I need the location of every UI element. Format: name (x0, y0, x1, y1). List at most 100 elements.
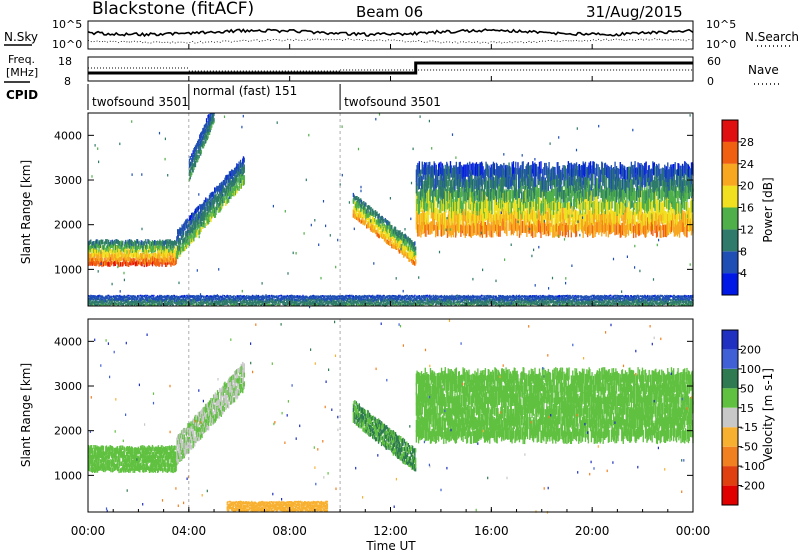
power-echo-cell (369, 211, 371, 216)
power-echo-cell (497, 217, 499, 230)
power-echo-cell (489, 224, 491, 237)
power-echo-cell (674, 180, 676, 193)
power-echo-cell (574, 180, 576, 194)
power-echo-cell (589, 222, 592, 235)
power-echo-cell (91, 257, 94, 263)
power-echo-cell (107, 299, 109, 301)
power-echo-cell (96, 300, 98, 303)
power-echo-cell (674, 224, 676, 237)
power-echo-cell (147, 249, 149, 255)
power-echo-cell (456, 219, 458, 232)
power-echo-cell (633, 187, 636, 201)
power-echo-cell (377, 222, 380, 227)
power-echo-cell (216, 199, 219, 205)
power-echo-cell (222, 303, 224, 306)
power-echo-cell (159, 295, 162, 298)
power-echo-cell (438, 180, 440, 193)
power-echo-cell (214, 188, 217, 194)
power-echo-cell (230, 300, 232, 303)
power-echo-cell (412, 260, 414, 265)
power-echo-cell (546, 198, 549, 211)
power-echo-cell (489, 200, 492, 213)
power-echo-cell (448, 173, 450, 187)
power-echo-cell (670, 164, 672, 177)
power-echo-cell (688, 219, 690, 233)
power-echo-cell (176, 239, 178, 245)
power-echo-cell (432, 179, 435, 192)
power-echo-cell (88, 253, 91, 258)
power-echo-cell (168, 251, 170, 257)
power-echo-cell (95, 239, 97, 245)
power-echo-cell (601, 202, 603, 215)
power-echo-cell (103, 245, 105, 251)
power-echo-cell (384, 229, 386, 234)
power-echo-cell (534, 183, 536, 196)
power-echo-cell (118, 262, 120, 268)
power-echo-cell (459, 192, 461, 205)
power-echo-cell (235, 301, 237, 304)
power-echo-cell (568, 189, 570, 202)
power-echo-cell (210, 300, 212, 302)
power-echo-cell (653, 162, 656, 175)
cpid-segment-label: normal (fast) 151 (193, 84, 297, 98)
power-echo-cell (211, 118, 213, 122)
power-echo-cell (219, 200, 221, 206)
power-echo-cell (200, 297, 202, 299)
power-echo-cell (108, 299, 111, 302)
power-echo-cell (204, 297, 206, 300)
power-echo-cell (217, 300, 220, 302)
power-echo-cell (667, 169, 670, 183)
power-echo-cell (135, 247, 137, 252)
power-echo-cell (222, 188, 224, 194)
power-echo-cell (158, 262, 160, 267)
power-echo-cell (139, 252, 142, 258)
power-echo-cell (359, 210, 361, 215)
power-echo-cell (588, 162, 590, 175)
power-echo-cell (216, 201, 218, 207)
power-echo-cell (661, 202, 664, 216)
power-echo-cell (207, 214, 209, 220)
power-echo-cell (576, 218, 578, 232)
power-echo-cell (141, 297, 143, 299)
power-echo-cell (385, 224, 387, 229)
power-echo-cell (676, 200, 679, 213)
power-echo-cell (182, 299, 185, 302)
power-echo-cell (216, 185, 218, 191)
power-echo-cell (242, 295, 244, 298)
power-echo-cell (577, 211, 579, 224)
power-echo-cell (638, 185, 640, 198)
power-echo-cell (226, 192, 228, 198)
power-echo-cell (100, 252, 102, 258)
power-echo-cell (594, 187, 596, 201)
power-echo-cell (170, 298, 172, 301)
power-echo-cell (446, 163, 449, 176)
power-echo-cell (630, 161, 633, 174)
power-echo-cell (613, 211, 616, 225)
power-echo-cell (200, 150, 203, 154)
power-echo-cell (178, 237, 180, 243)
power-echo-cell (93, 256, 95, 261)
power-echo-cell (195, 148, 197, 152)
power-echo-cell (413, 261, 415, 266)
power-echo-cell (97, 243, 99, 249)
power-echo-cell (227, 295, 229, 298)
power-echo-cell (380, 215, 383, 220)
power-echo-cell (120, 295, 122, 298)
power-echo-cell (117, 239, 120, 245)
power-echo-cell (101, 298, 103, 301)
power-echo-cell (88, 297, 91, 300)
power-echo-cell (551, 167, 553, 180)
power-echo-cell (208, 299, 210, 302)
power-echo-cell (111, 255, 114, 261)
power-echo-cell (162, 295, 165, 298)
power-echo-cell (221, 196, 223, 202)
power-echo-cell (96, 301, 99, 304)
power-echo-cell (489, 175, 492, 188)
power-echo-cell (88, 298, 91, 301)
power-echo-cell (145, 297, 148, 299)
power-echo-cell (92, 248, 94, 253)
power-echo-cell (450, 165, 452, 178)
power-echo-cell (197, 229, 200, 235)
power-echo-cell (165, 239, 168, 244)
power-echo-cell (538, 166, 540, 179)
